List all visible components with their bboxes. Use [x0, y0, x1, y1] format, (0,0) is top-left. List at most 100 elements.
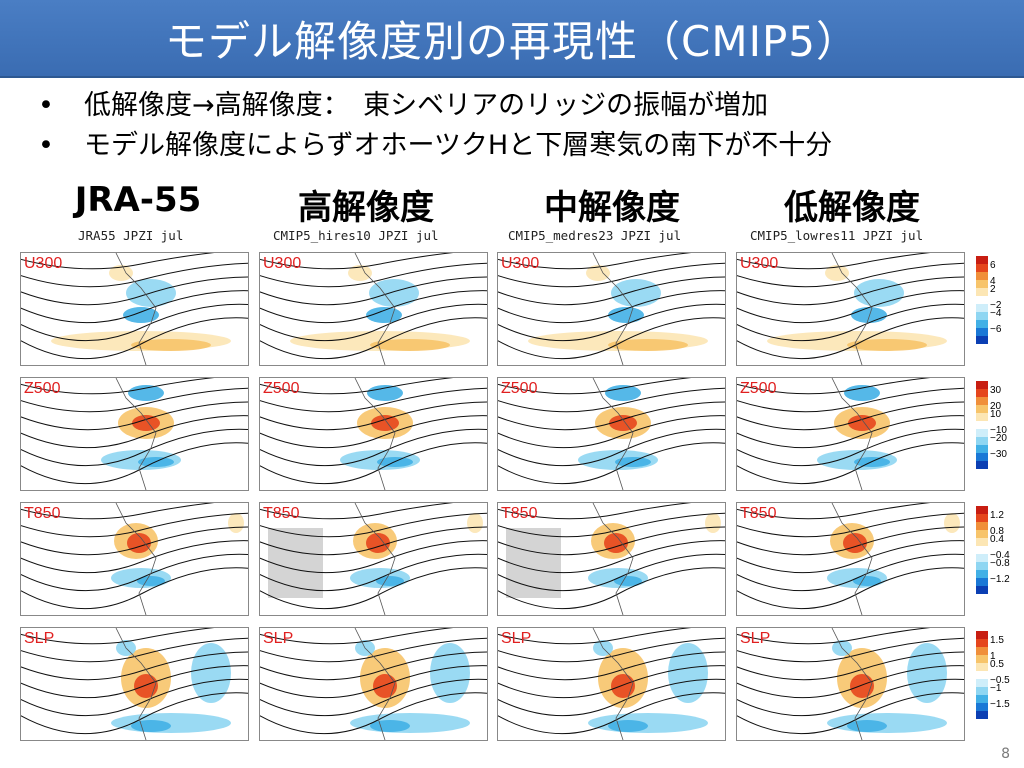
- color-scale-segment: [976, 578, 988, 586]
- anomaly-shading: [586, 265, 610, 281]
- bullet-item: • 低解像度→高解像度： 東シベリアのリッジの振幅が増加: [30, 86, 1010, 126]
- map-contour-plot: [737, 503, 964, 615]
- color-scale-segment: [976, 296, 988, 304]
- contour-line: [737, 317, 964, 360]
- map-panel: SLP: [259, 627, 488, 741]
- color-scale-segment: [976, 506, 988, 514]
- map-panel: Z500: [736, 377, 965, 491]
- color-scale-segment: [976, 397, 988, 405]
- color-scale-segment: [976, 389, 988, 397]
- color-scale-tick: 20: [990, 401, 1002, 412]
- contour-line: [498, 553, 725, 592]
- color-scale-tick: 1.2: [990, 510, 1004, 521]
- map-contour-plot: [260, 503, 487, 615]
- contour-line: [21, 651, 248, 681]
- contour-line: [498, 512, 725, 538]
- column-heading-lowres: 低解像度: [784, 188, 920, 228]
- contour-line: [260, 387, 487, 413]
- color-scale-segment: [976, 687, 988, 695]
- color-scale-tick: −0.5: [990, 675, 1010, 686]
- panel-variable-label: Z500: [501, 380, 538, 397]
- anomaly-shading: [228, 513, 244, 533]
- color-scale-segment: [976, 437, 988, 445]
- color-scale-tick: −6: [990, 324, 1002, 335]
- map-contour-plot: [498, 378, 725, 490]
- coastline: [354, 378, 396, 490]
- anomaly-shading: [131, 720, 171, 732]
- bullet-text: モデル解像度によらずオホーツクHと下層寒気の南下が不十分: [84, 130, 833, 161]
- coastline: [592, 503, 634, 615]
- panel-variable-label: SLP: [24, 630, 55, 647]
- color-scale-segment: [976, 336, 988, 344]
- contour-line: [260, 290, 487, 324]
- anomaly-shading: [705, 513, 721, 533]
- contour-line: [21, 387, 248, 413]
- panel-variable-label: SLP: [740, 630, 771, 647]
- anomaly-shading: [467, 513, 483, 533]
- color-scale-segment: [976, 530, 988, 538]
- contour-line: [260, 253, 454, 270]
- anomaly-shading: [132, 415, 160, 431]
- contour-line: [21, 253, 215, 270]
- contour-line: [260, 317, 487, 360]
- color-scale-segment: [976, 413, 988, 421]
- panel-variable-label: Z500: [740, 380, 777, 397]
- coastline: [115, 628, 157, 740]
- color-scale-segment: [976, 663, 988, 671]
- contour-line: [260, 415, 487, 449]
- anomaly-shading: [608, 339, 688, 351]
- anomaly-shading: [827, 713, 947, 733]
- contour-line: [737, 692, 964, 735]
- color-scale-segment: [976, 546, 988, 554]
- coastline: [831, 253, 873, 365]
- panel-variable-label: T850: [501, 505, 538, 522]
- color-scale-tick: −1.2: [990, 574, 1010, 585]
- coastline: [354, 628, 396, 740]
- color-scale-segment: [976, 570, 988, 578]
- contour-line: [737, 276, 964, 306]
- anomaly-shading: [668, 643, 708, 703]
- panel-variable-label: Z500: [24, 380, 61, 397]
- anomaly-shading: [848, 415, 876, 431]
- color-scale-segment: [976, 280, 988, 288]
- color-scale-segment: [976, 429, 988, 437]
- color-scale-tick: 0.5: [990, 659, 1004, 670]
- contour-line: [260, 651, 487, 681]
- column-heading-jra55: JRA-55: [74, 180, 202, 220]
- contour-line: [260, 526, 487, 556]
- contour-line: [737, 415, 964, 449]
- contour-line: [737, 428, 964, 467]
- anomaly-shading: [847, 339, 927, 351]
- color-scale-tick: −20: [990, 433, 1007, 444]
- color-scale-segment: [976, 312, 988, 320]
- contour-line: [498, 567, 725, 610]
- contour-line: [260, 401, 487, 431]
- color-scale-segment: [976, 304, 988, 312]
- contour-line: [260, 276, 487, 306]
- panel-variable-label: T850: [263, 505, 300, 522]
- contour-line: [737, 512, 964, 538]
- bullet-dot-icon: •: [38, 90, 54, 121]
- color-scale-tick: 1: [990, 651, 996, 662]
- color-scale-segment: [976, 695, 988, 703]
- column-subtitle-lowres: CMIP5_lowres11 JPZI jul: [750, 228, 924, 243]
- coastline: [592, 628, 634, 740]
- panel-variable-label: U300: [501, 255, 540, 272]
- contour-line: [21, 442, 248, 485]
- contour-line: [21, 553, 248, 592]
- contour-line: [260, 262, 487, 288]
- contour-line: [498, 442, 725, 485]
- map-contour-plot: [498, 253, 725, 365]
- color-scale-tick: 6: [990, 260, 996, 271]
- contour-line: [498, 428, 725, 467]
- bullet-dot-icon: •: [38, 130, 54, 161]
- color-scale-tick: −0.8: [990, 558, 1010, 569]
- coastline: [831, 503, 873, 615]
- anomaly-shading: [609, 415, 637, 431]
- contour-line: [21, 637, 248, 663]
- map-contour-plot: [737, 628, 964, 740]
- anomaly-shading: [608, 720, 648, 732]
- anomaly-shading: [109, 265, 133, 281]
- coastline: [831, 628, 873, 740]
- bullet-list: • 低解像度→高解像度： 東シベリアのリッジの振幅が増加 • モデル解像度によらずオ…: [30, 86, 1010, 166]
